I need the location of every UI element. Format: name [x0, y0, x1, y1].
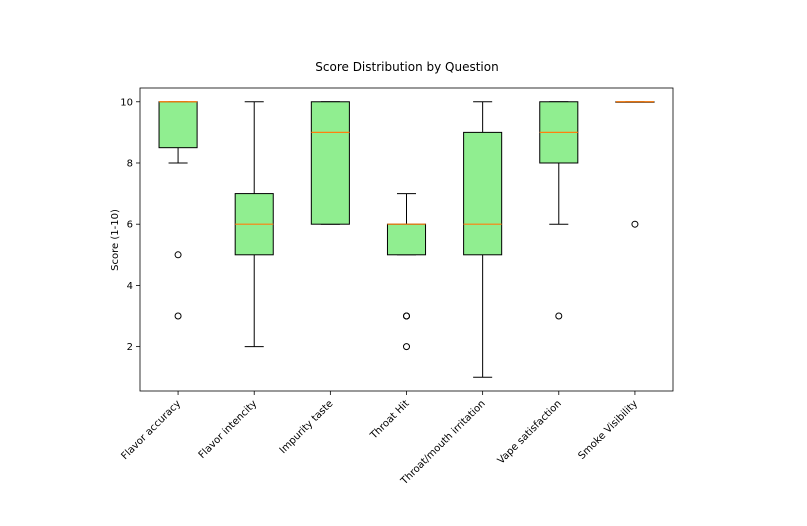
- x-tick-label: Flavor intencity: [197, 398, 260, 461]
- x-tick-label: Impurity taste: [278, 398, 336, 456]
- x-tick-label: Vape satisfaction: [496, 398, 564, 466]
- y-axis-label: Score (1-10): [110, 209, 121, 271]
- box-group: [539, 101, 579, 320]
- box: [158, 101, 198, 149]
- x-axis: Flavor accuracy Flavor intencity Impurity …: [119, 391, 640, 488]
- box-group: [463, 101, 503, 378]
- outlier-point: [174, 251, 182, 259]
- box: [386, 223, 427, 256]
- box-group: [615, 101, 655, 228]
- x-tick-label: Throat/mouth irritation: [398, 398, 487, 487]
- y-tick-label: 10: [120, 97, 133, 108]
- y-axis: 2 4 6 8 10: [120, 97, 140, 353]
- outlier-point: [174, 312, 182, 320]
- y-tick-label: 2: [127, 342, 133, 353]
- outlier-point: [631, 220, 639, 228]
- box-group: [310, 101, 350, 225]
- box: [463, 131, 503, 256]
- outlier-point: [403, 343, 410, 351]
- y-tick-label: 6: [127, 220, 133, 231]
- box-group: [158, 101, 198, 320]
- outlier-point: [555, 312, 563, 320]
- y-tick-label: 4: [127, 281, 133, 292]
- chart-title: Score Distribution by Question: [315, 60, 498, 74]
- x-tick-label: Throat Hit: [368, 398, 412, 442]
- x-tick-label: Flavor accuracy: [119, 398, 183, 462]
- x-tick-label: Smoke Visibility: [576, 398, 640, 462]
- y-tick-label: 8: [127, 158, 133, 169]
- outlier-point: [403, 312, 410, 320]
- box: [310, 101, 350, 225]
- box-group: [386, 193, 427, 351]
- box-group: [234, 101, 274, 348]
- boxes-layer: [158, 101, 655, 378]
